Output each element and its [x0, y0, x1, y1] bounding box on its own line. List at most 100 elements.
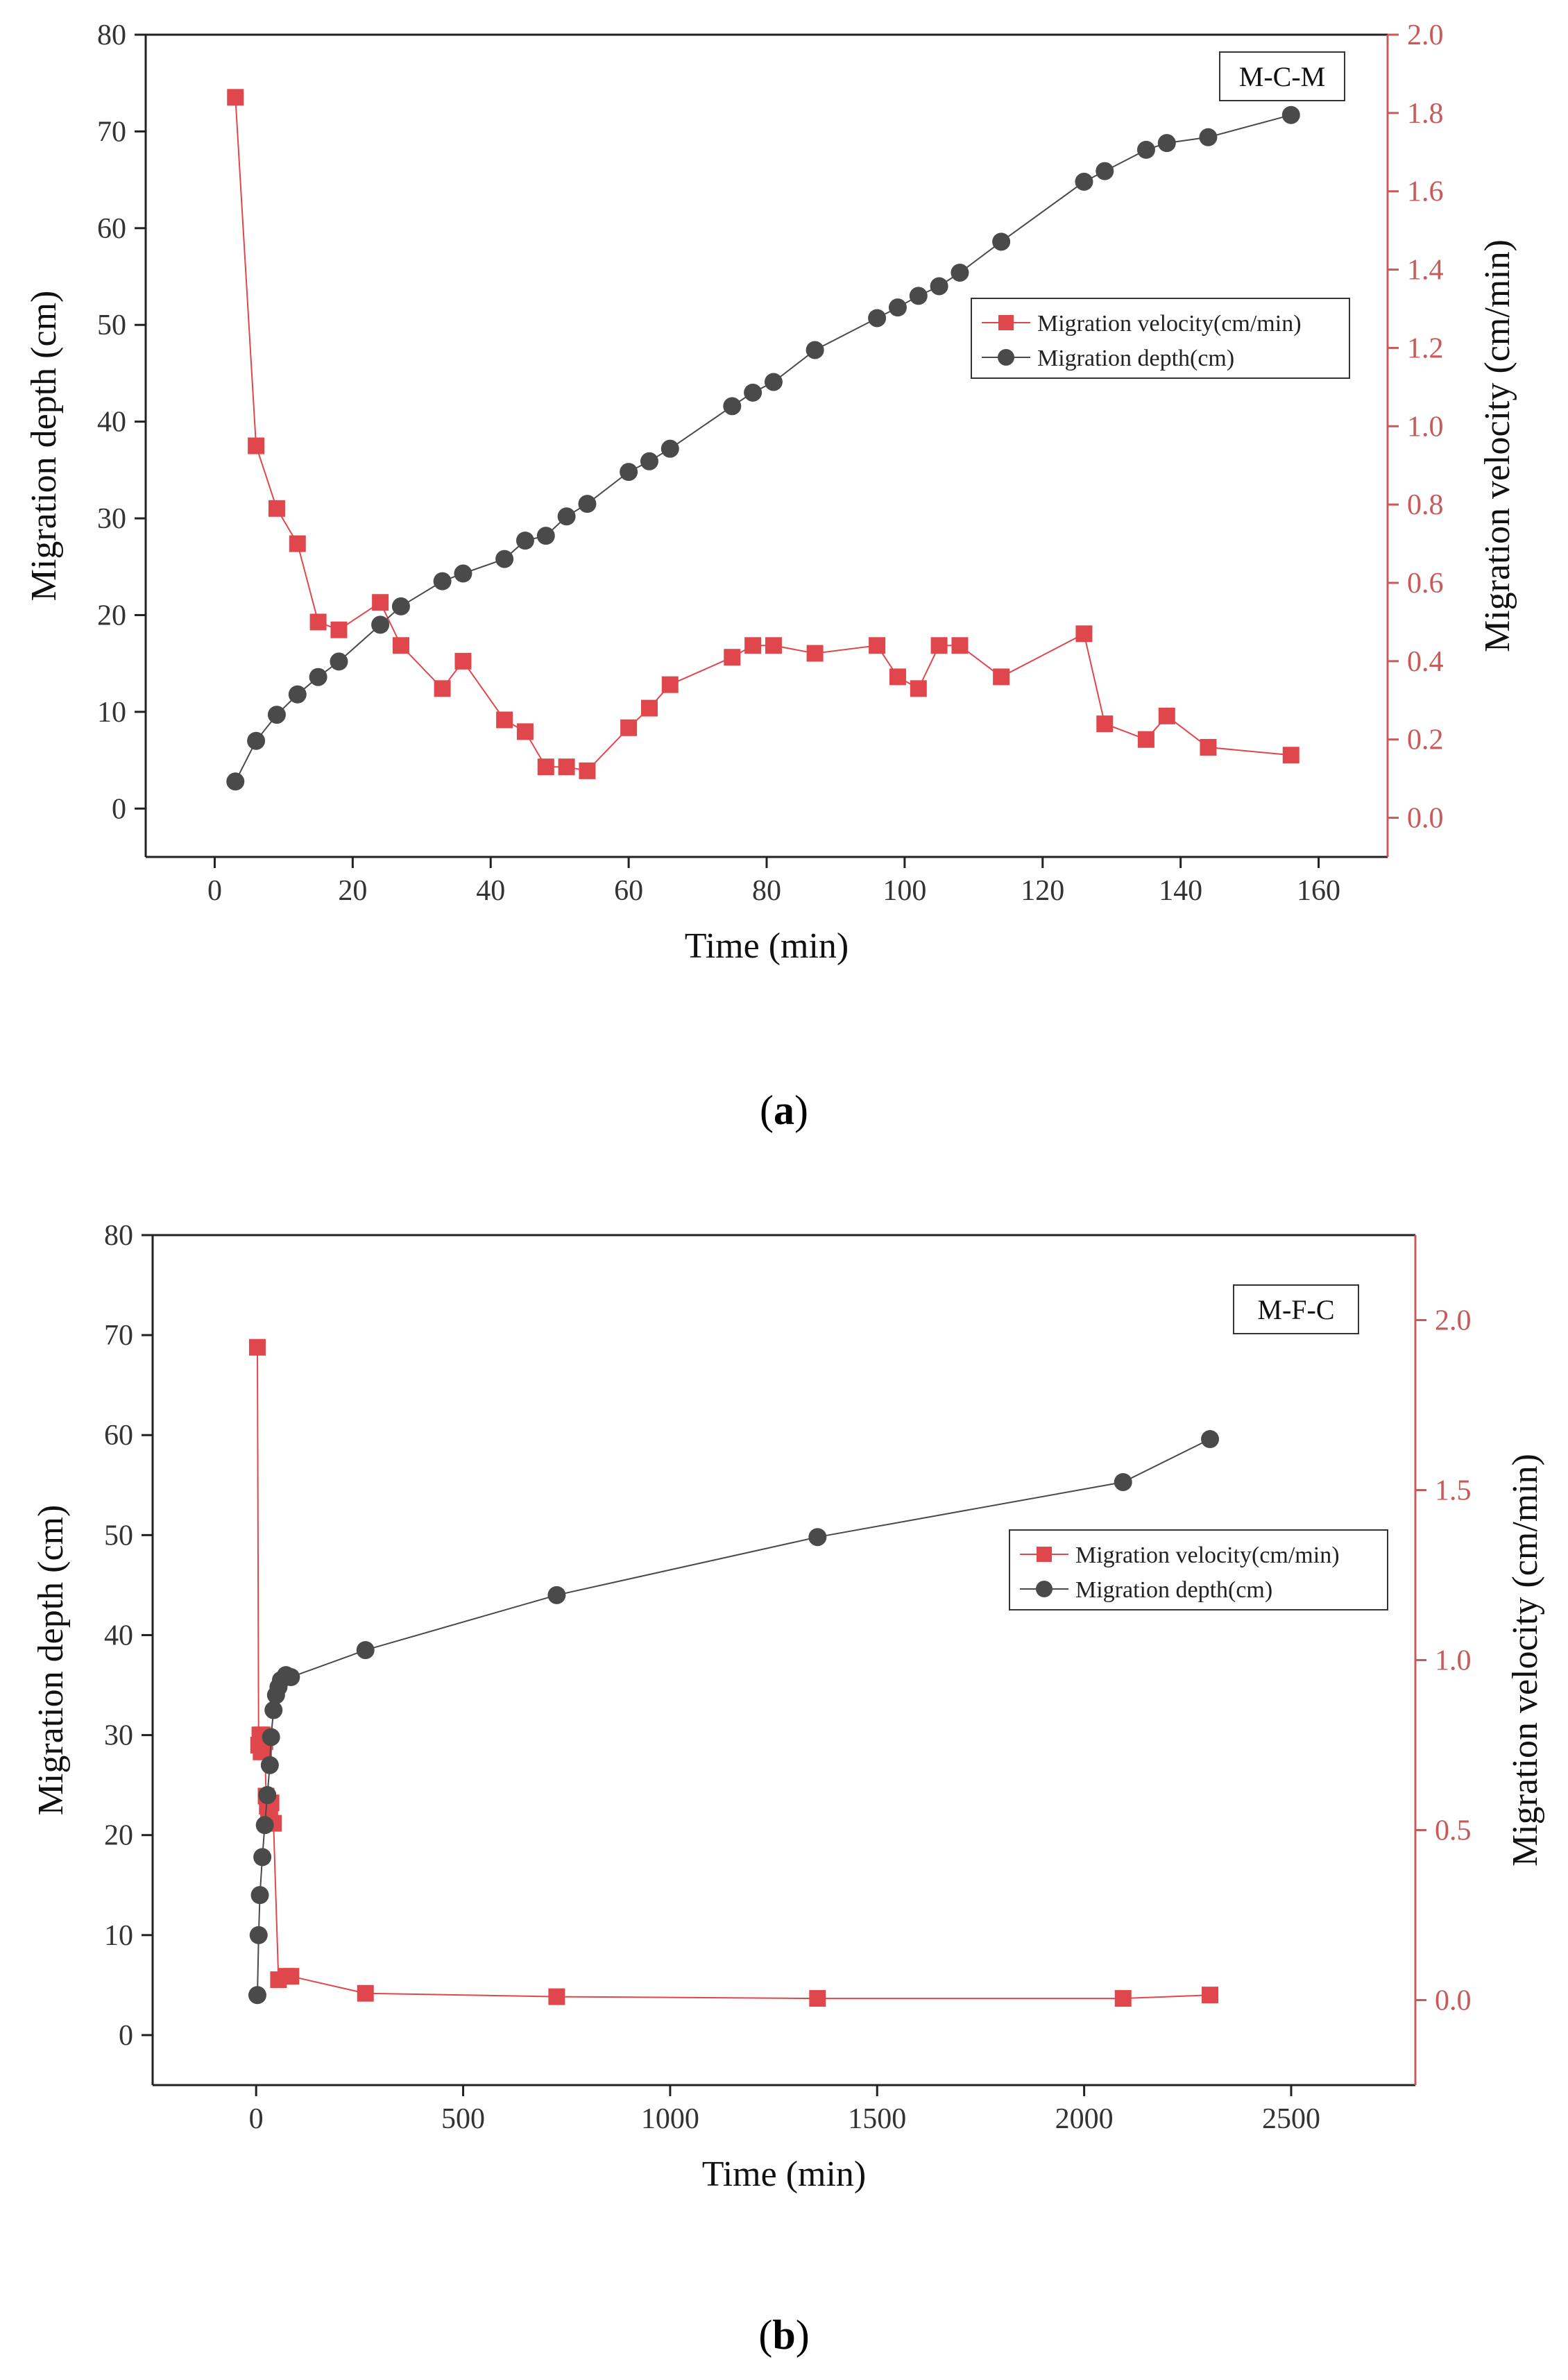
sample-label: M-F-C — [1257, 1294, 1334, 1325]
depth-point — [267, 706, 286, 724]
depth-point — [620, 463, 638, 482]
x-tick-label: 120 — [1021, 875, 1064, 907]
depth-point — [495, 550, 514, 568]
depth-point — [1157, 134, 1176, 153]
velocity-point — [765, 637, 782, 654]
velocity-point — [1114, 1990, 1132, 2007]
sample-label: M-C-M — [1239, 61, 1325, 92]
y-left-tick-label: 60 — [97, 213, 126, 245]
y-left-tick-label: 20 — [104, 1820, 133, 1852]
sample-label-box — [1219, 51, 1345, 101]
velocity-point — [268, 500, 285, 517]
depth-point — [536, 527, 555, 545]
y-right-tick-label: 1.5 — [1435, 1475, 1472, 1507]
velocity-point — [357, 1984, 374, 2002]
velocity-point — [1282, 747, 1299, 764]
series-line-velocity — [257, 1347, 1211, 2000]
x-axis-title: Time (min) — [702, 2154, 866, 2194]
depth-point — [262, 1728, 280, 1746]
depth-point — [433, 572, 452, 590]
depth-point — [764, 373, 783, 391]
depth-point — [1281, 105, 1300, 124]
velocity-point — [282, 1968, 300, 1985]
velocity-point — [558, 758, 575, 776]
y-right-tick-label: 1.0 — [1435, 1645, 1472, 1677]
velocity-point — [951, 637, 969, 654]
y-left-tick-label: 50 — [104, 1520, 133, 1552]
depth-point — [640, 452, 658, 470]
depth-point — [282, 1668, 300, 1686]
velocity-point — [227, 89, 244, 106]
y-right-tick-label: 1.0 — [1407, 411, 1444, 443]
x-tick-label: 0 — [249, 2103, 264, 2135]
x-tick-label: 1500 — [848, 2103, 906, 2135]
y-axis-title-right: Migration velocity (cm/min) — [1506, 1454, 1545, 1867]
velocity-point — [910, 680, 927, 697]
velocity-point — [620, 719, 638, 736]
velocity-point — [993, 668, 1010, 686]
y-right-tick-label: 1.2 — [1407, 332, 1444, 364]
depth-point — [951, 263, 969, 282]
y-left-tick-label: 60 — [104, 1420, 133, 1452]
x-tick-label: 1000 — [641, 2103, 699, 2135]
y-left-tick-label: 20 — [97, 600, 126, 631]
y-left-tick-label: 80 — [104, 1220, 133, 1252]
velocity-point — [579, 762, 596, 779]
x-tick-label: 100 — [883, 875, 926, 907]
x-tick-label: 0 — [207, 875, 222, 907]
velocity-point — [1202, 1987, 1219, 2004]
y-right-tick-label: 0.2 — [1407, 724, 1444, 756]
series-line-depth — [257, 1438, 1211, 1996]
y-left-tick-label: 80 — [97, 19, 126, 51]
x-tick-label: 40 — [476, 875, 505, 907]
legend-marker-circle — [998, 349, 1014, 366]
depth-point — [255, 1816, 274, 1835]
legend-marker-square — [1037, 1547, 1052, 1562]
y-left-tick-label: 30 — [97, 503, 126, 535]
legend-box — [971, 298, 1350, 379]
velocity-point — [289, 535, 306, 552]
y-right-tick-label: 0.8 — [1407, 489, 1444, 521]
y-right-tick-label: 0.4 — [1407, 646, 1444, 678]
depth-point — [260, 1756, 279, 1774]
depth-point — [578, 495, 597, 513]
velocity-point — [372, 594, 389, 611]
velocity-point — [248, 437, 265, 454]
depth-point — [226, 772, 245, 791]
velocity-point — [434, 680, 451, 697]
depth-point — [258, 1786, 277, 1805]
velocity-point — [454, 652, 472, 670]
legend-marker-square — [998, 315, 1014, 330]
y-right-tick-label: 1.6 — [1407, 176, 1444, 208]
y-right-tick-label: 1.8 — [1407, 98, 1444, 130]
velocity-point — [640, 699, 658, 717]
legend: Migration velocity(cm/min) Migration dept… — [1009, 1529, 1388, 1610]
y-left-tick-label: 40 — [104, 1620, 133, 1651]
series-line-velocity — [235, 97, 1291, 772]
x-tick-label: 500 — [441, 2103, 485, 2135]
depth-point — [661, 439, 679, 458]
depth-point — [247, 731, 266, 750]
velocity-point — [744, 637, 762, 654]
depth-point — [808, 1528, 827, 1547]
depth-point — [253, 1848, 272, 1867]
legend-box — [1009, 1529, 1388, 1610]
y-left-tick-label: 70 — [97, 116, 126, 148]
depth-point — [909, 287, 928, 305]
y-left-tick-label: 40 — [97, 407, 126, 439]
velocity-point — [548, 1988, 565, 2005]
depth-point — [371, 615, 390, 634]
depth-point — [330, 652, 348, 671]
depth-point — [547, 1586, 566, 1604]
depth-point — [264, 1701, 283, 1719]
legend-label: Migration depth(cm) — [1037, 346, 1234, 371]
sample-label-box — [1233, 1284, 1359, 1334]
y-right-tick-label: 2.0 — [1435, 1305, 1472, 1337]
depth-point — [515, 532, 534, 550]
panel-caption: (b) — [758, 2312, 809, 2358]
y-left-tick-label: 0 — [112, 793, 126, 825]
depth-point — [557, 507, 576, 526]
depth-point — [250, 1886, 269, 1905]
depth-point — [868, 309, 887, 328]
y-right-tick-label: 2.0 — [1407, 19, 1444, 51]
